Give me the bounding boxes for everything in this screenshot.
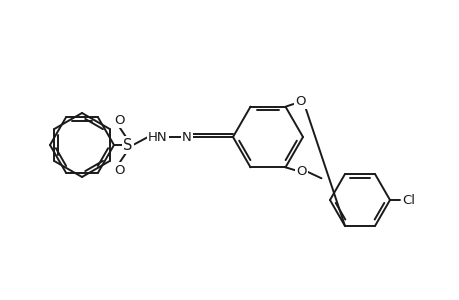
Text: Cl: Cl <box>402 194 414 206</box>
Text: O: O <box>114 113 125 127</box>
Text: O: O <box>295 95 305 108</box>
Text: HN: HN <box>148 130 168 143</box>
Text: S: S <box>123 137 132 152</box>
Text: O: O <box>114 164 125 176</box>
Text: O: O <box>296 165 306 178</box>
Text: N: N <box>182 130 191 143</box>
